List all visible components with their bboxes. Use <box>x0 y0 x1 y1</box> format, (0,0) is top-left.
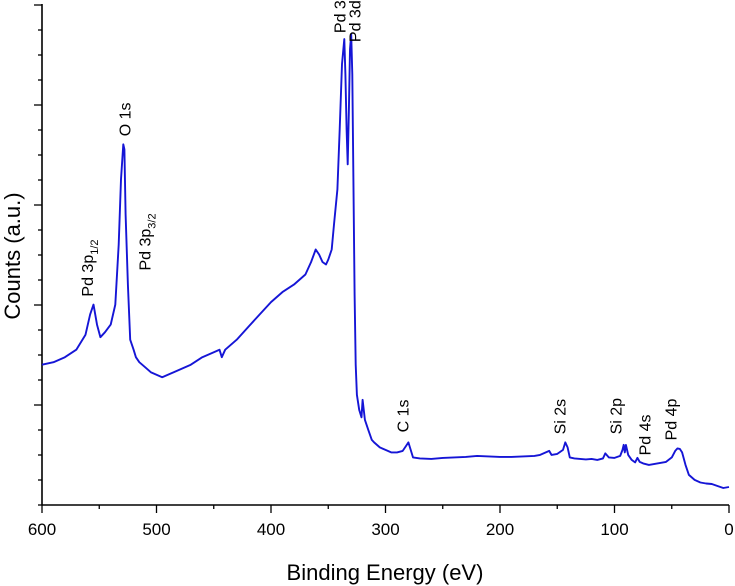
peak-label: O 1s <box>117 103 134 137</box>
peak-label: Pd 3d5/2 <box>348 0 369 42</box>
x-tick-label: 500 <box>142 520 170 539</box>
peak-label: Pd 4s <box>637 414 654 455</box>
peak-label: Si 2s <box>552 399 569 435</box>
x-tick-label: 200 <box>486 520 514 539</box>
peak-label: Pd 3p3/2 <box>138 213 159 270</box>
x-tick-label: 300 <box>371 520 399 539</box>
x-tick-labels: 600 500 400 300 200 100 0 <box>28 520 734 539</box>
peak-annotations: Pd 3p1/2 O 1s Pd 3p3/2 Pd 3d3/2Pd 3d5/2 C 1s… <box>80 0 680 455</box>
x-tick-label: 0 <box>724 520 733 539</box>
x-tick-label: 100 <box>600 520 628 539</box>
tick-marks <box>34 4 730 513</box>
peak-label: C 1s <box>395 399 412 432</box>
peak-label: Pd 3p1/2 <box>80 239 101 296</box>
spectrum-series-line <box>41 33 730 489</box>
peak-label: Si 2p <box>608 398 625 435</box>
peak-label: Pd 4p <box>663 398 680 440</box>
peak-label: Pd 3d3/2 <box>332 0 353 33</box>
x-axis-title: Binding Energy (eV) <box>287 560 484 585</box>
y-axis-title: Counts (a.u.) <box>0 192 25 319</box>
x-tick-label: 600 <box>28 520 56 539</box>
x-tick-label: 400 <box>257 520 285 539</box>
